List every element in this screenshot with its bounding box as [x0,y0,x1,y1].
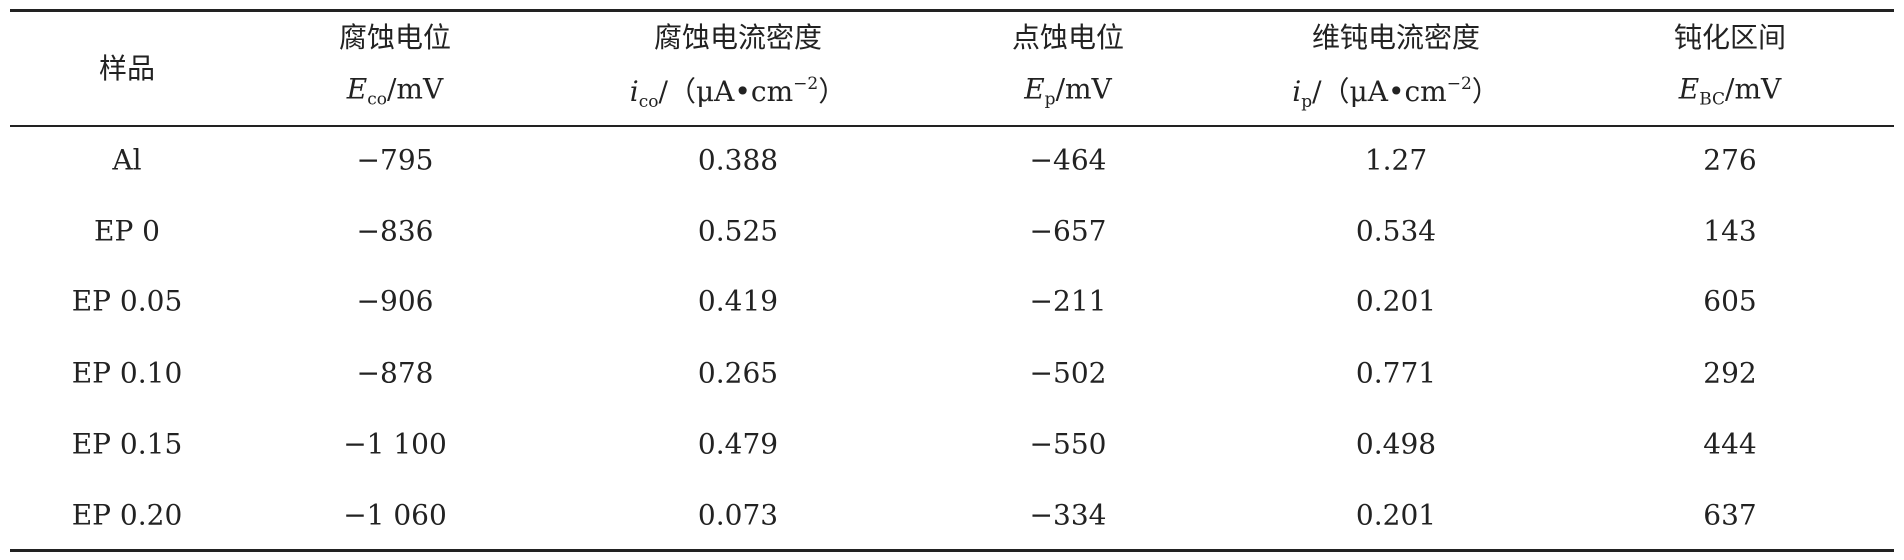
table-cell: 292 [1703,356,1757,390]
top-rule [10,9,1894,12]
table-cell: EP 0.05 [71,284,183,318]
header-unit: ico/（μA•cm−2） [630,70,846,112]
header-unit: ip/（μA•cm−2） [1292,70,1500,112]
table-cell: 0.201 [1355,284,1437,318]
unit: /mV [1055,72,1112,106]
unit: /mV [1725,72,1782,106]
superscript: −2 [793,74,819,94]
table-cell: EP 0 [94,214,160,248]
table-cell: 276 [1703,143,1757,177]
table-cell: −1 060 [343,498,447,532]
unit-end: ） [1471,75,1500,108]
table-cell: −550 [1029,427,1107,461]
symbol: E [1024,72,1045,106]
table-cell: 605 [1703,284,1757,318]
header-unit: EBC/mV [1679,73,1782,110]
table-cell: 1.27 [1364,143,1428,177]
table-cell: −878 [356,356,434,390]
subscript: co [638,92,659,112]
header-name: 钝化区间 [1673,21,1787,54]
table-cell: 0.771 [1355,356,1437,390]
header-unit: Eco/mV [347,73,443,110]
header-name: 腐蚀电流密度 [653,21,823,54]
table-cell: −836 [356,214,434,248]
header-cell: 样品 [98,52,156,85]
table-cell: −657 [1029,214,1107,248]
header-name: 维钝电流密度 [1311,21,1481,54]
table-cell: EP 0.15 [71,427,183,461]
unit-end: ） [818,75,847,108]
table-cell: 0.388 [697,143,779,177]
subscript: p [1044,89,1056,110]
header-name: 点蚀电位 [1011,21,1125,54]
subscript: BC [1699,89,1726,110]
table-cell: 0.265 [697,356,779,390]
symbol: E [346,72,368,106]
table-cell: 0.479 [697,427,779,461]
symbol: i [629,75,639,108]
superscript: −2 [1446,74,1472,94]
subscript: p [1301,92,1313,112]
table-cell: −906 [356,284,434,318]
table-cell: Al [112,143,142,177]
table-cell: 637 [1703,498,1757,532]
table-cell: 0.534 [1355,214,1437,248]
table-cell: 0.419 [697,284,779,318]
table-cell: 0.525 [697,214,779,248]
header-unit: Ep/mV [1024,73,1112,110]
table-cell: −502 [1029,356,1107,390]
table-cell: −464 [1029,143,1107,177]
table-cell: 0.073 [697,498,779,532]
table-cell: EP 0.10 [71,356,183,390]
table-cell: 143 [1703,214,1757,248]
unit: /（μA•cm [658,75,794,108]
table-cell: −1 100 [343,427,447,461]
header-name: 腐蚀电位 [338,21,452,54]
table-cell: −795 [356,143,434,177]
table-cell: 444 [1703,427,1757,461]
table-cell: EP 0.20 [71,498,183,532]
table-cell: 0.498 [1355,427,1437,461]
header-rule [10,125,1894,127]
unit: /（μA•cm [1312,75,1447,108]
symbol: E [1678,72,1700,106]
symbol: i [1292,75,1302,108]
table-cell: 0.201 [1355,498,1437,532]
bottom-rule [10,549,1894,552]
table-cell: −211 [1029,284,1107,318]
subscript: co [367,89,387,110]
table-cell: −334 [1029,498,1107,532]
unit: /mV [387,72,444,106]
